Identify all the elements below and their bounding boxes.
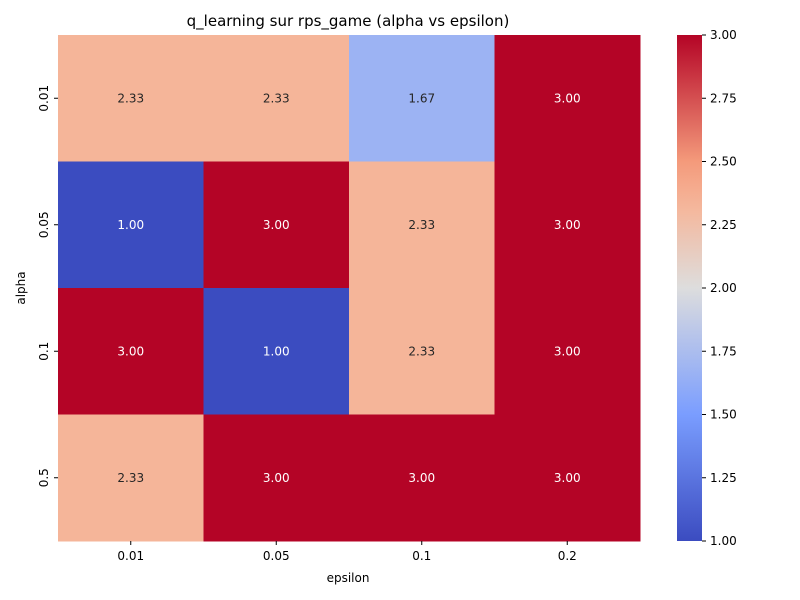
- heatmap-cell-r2-c0: [58, 288, 204, 415]
- cell-value-label-r2-c3: 3.00: [554, 344, 581, 358]
- y-axis-label: alpha: [14, 271, 28, 304]
- heatmap-cell-r2-c2: [349, 288, 495, 415]
- cell-value-label-r3-c0: 2.33: [117, 471, 144, 485]
- y-tick-label-1: 0.05: [37, 211, 51, 238]
- cell-value-label-r0-c3: 3.00: [554, 91, 581, 105]
- cell-value-label-r3-c1: 3.00: [263, 471, 290, 485]
- chart-title: q_learning sur rps_game (alpha vs epsilo…: [187, 12, 510, 31]
- colorbar-tick-label-7: 2.75: [710, 91, 737, 105]
- colorbar-tick-label-2: 1.50: [710, 408, 737, 422]
- heatmap-cell-r0-c2: [349, 35, 495, 162]
- x-tick-label-3: 0.2: [558, 549, 577, 563]
- y-tick-label-0: 0.01: [37, 85, 51, 112]
- cell-value-label-r1-c1: 3.00: [263, 218, 290, 232]
- heatmap-cell-r3-c1: [203, 414, 350, 542]
- cell-value-label-r0-c2: 1.67: [408, 91, 435, 105]
- heatmap-cell-r3-c3: [494, 414, 641, 542]
- cell-value-label-r2-c2: 2.33: [408, 344, 435, 358]
- colorbar-tick-label-8: 3.00: [710, 28, 737, 42]
- cell-value-label-r1-c2: 2.33: [408, 218, 435, 232]
- cell-value-label-r1-c3: 3.00: [554, 218, 581, 232]
- cell-value-label-r3-c2: 3.00: [408, 471, 435, 485]
- cell-value-label-r2-c0: 3.00: [117, 344, 144, 358]
- x-tick-label-1: 0.05: [263, 549, 290, 563]
- colorbar-tick-label-3: 1.75: [710, 344, 737, 358]
- colorbar-tick-label-4: 2.00: [710, 281, 737, 295]
- x-axis-label: epsilon: [327, 571, 370, 585]
- y-axis: 0.01 0.05 0.1 0.5: [37, 85, 58, 487]
- x-axis: 0.01 0.05 0.1 0.2: [117, 541, 577, 563]
- x-tick-label-2: 0.1: [412, 549, 431, 563]
- heatmap-cell-r2-c3: [494, 288, 641, 415]
- colorbar-tick-label-0: 1.00: [710, 534, 737, 548]
- heatmap-cell-r1-c3: [494, 161, 641, 289]
- colorbar-tick-label-6: 2.50: [710, 155, 737, 169]
- heatmap-cell-r0-c3: [494, 35, 641, 162]
- heatmap-cell-r0-c0: [58, 35, 204, 162]
- y-tick-label-2: 0.1: [37, 342, 51, 361]
- heatmap-cells: [58, 35, 641, 542]
- x-tick-label-0: 0.01: [117, 549, 144, 563]
- cell-value-label-r1-c0: 1.00: [117, 218, 144, 232]
- colorbar: 1.00 1.25 1.50 1.75 2.00 2.25 2.50 2.75 3.00: [677, 28, 737, 548]
- heatmap-cell-r1-c0: [58, 161, 204, 289]
- y-tick-label-3: 0.5: [37, 468, 51, 487]
- heatmap-cell-r3-c0: [58, 414, 204, 542]
- cell-value-label-r0-c0: 2.33: [117, 91, 144, 105]
- colorbar-tick-label-1: 1.25: [710, 471, 737, 485]
- heatmap-cell-labels: 2.33 2.33 1.67 3.00 1.00 3.00 2.33 3.00 3.00 1.00…: [117, 91, 580, 485]
- heatmap-cell-r2-c1: [203, 288, 350, 415]
- heatmap-cell-r3-c2: [349, 414, 495, 542]
- cell-value-label-r0-c1: 2.33: [263, 91, 290, 105]
- heatmap-cell-r1-c2: [349, 161, 495, 289]
- cell-value-label-r2-c1: 1.00: [263, 344, 290, 358]
- heatmap-cell-r0-c1: [203, 35, 350, 162]
- colorbar-tick-label-5: 2.25: [710, 218, 737, 232]
- cell-value-label-r3-c3: 3.00: [554, 471, 581, 485]
- colorbar-gradient: [677, 35, 702, 541]
- heatmap-cell-r1-c1: [203, 161, 350, 289]
